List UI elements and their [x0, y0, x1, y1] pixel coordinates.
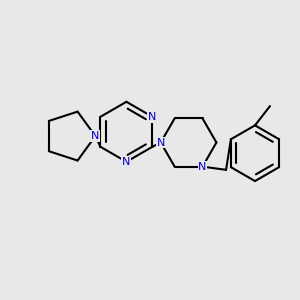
Text: N: N [157, 137, 165, 148]
Text: N: N [148, 112, 157, 122]
Text: N: N [122, 157, 130, 167]
Text: N: N [91, 131, 100, 141]
Text: N: N [198, 162, 207, 172]
